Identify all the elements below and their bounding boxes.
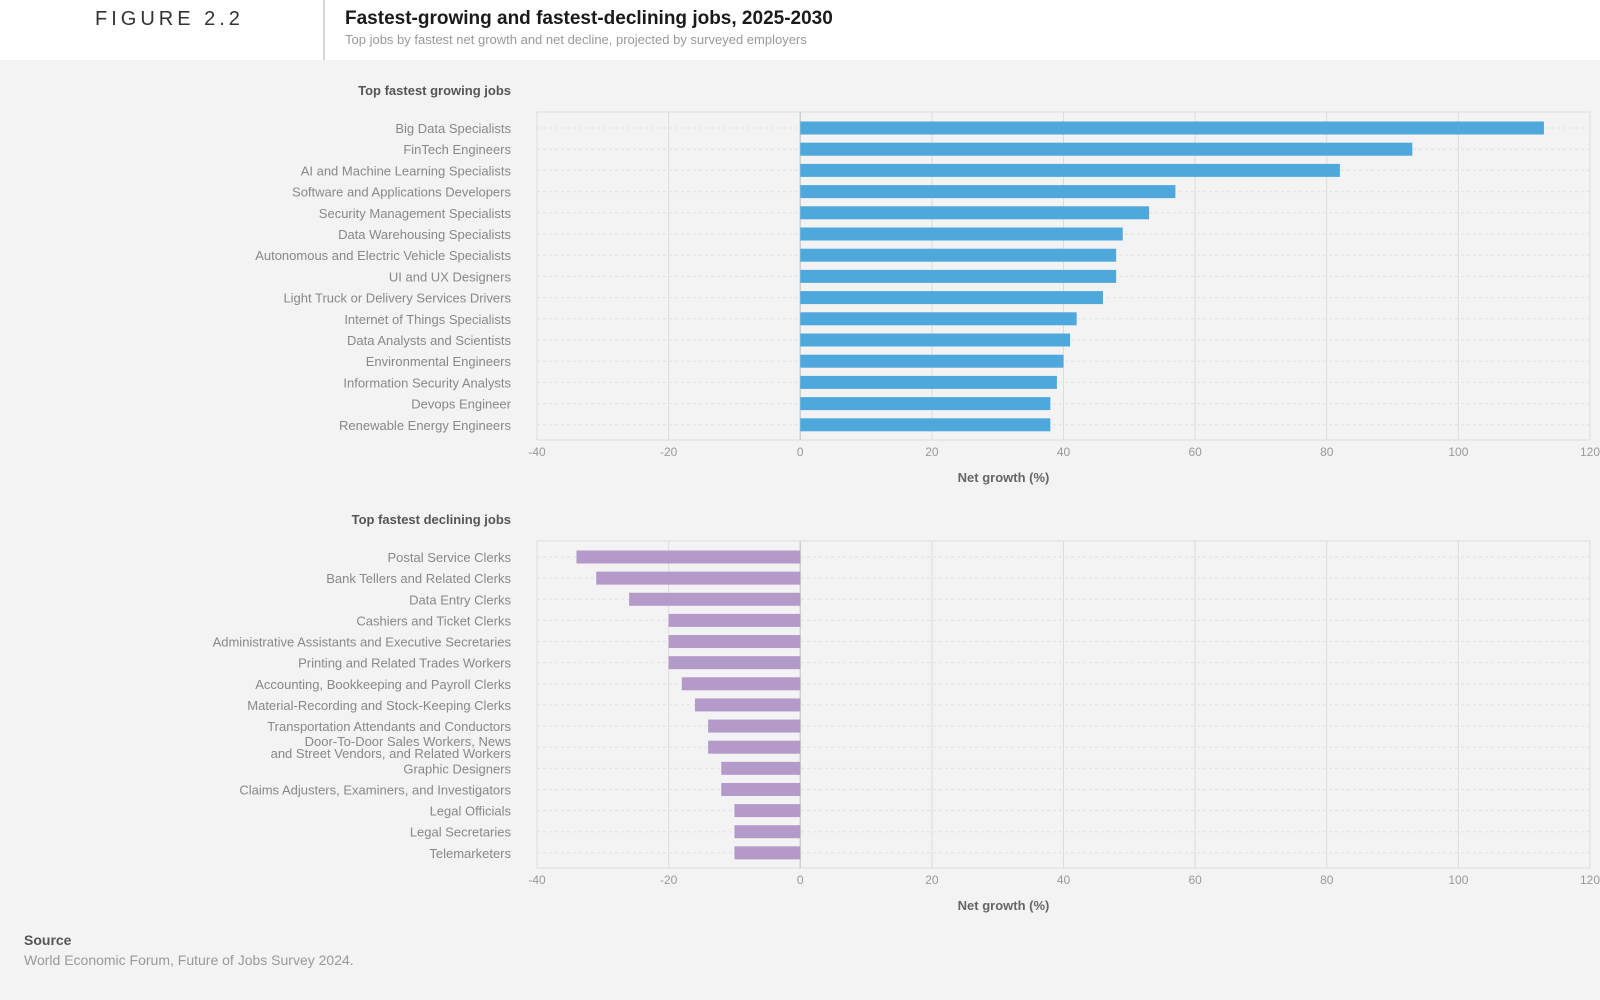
declining-tick-label: 40 [1057,873,1071,887]
growing-category-label: Autonomous and Electric Vehicle Speciali… [255,248,511,263]
declining-category-label: Legal Officials [430,804,512,819]
declining-category-label: Printing and Related Trades Workers [298,656,511,671]
declining-bar [668,635,801,649]
growing-tick-label: 20 [925,445,939,459]
declining-bar [721,782,801,796]
declining-category-label: Telemarketers [429,846,511,861]
declining-category-label: Postal Service Clerks [387,550,511,565]
growing-bar [800,354,1064,368]
declining-bar [734,846,801,860]
source-text: World Economic Forum, Future of Jobs Sur… [24,952,354,968]
growing-category-label: Light Truck or Delivery Services Drivers [283,291,511,306]
declining-category-label: Graphic Designers [403,761,511,776]
growing-tick-label: 120 [1580,445,1600,459]
declining-tick-label: 60 [1188,873,1202,887]
growing-bar [800,206,1150,220]
growing-category-label: Security Management Specialists [319,206,512,221]
header-divider [323,0,325,60]
growing-bar [800,375,1057,389]
growing-category-label: Information Security Analysts [343,375,511,390]
growing-category-label: UI and UX Designers [389,269,512,284]
growing-bar [800,269,1117,283]
growing-category-label: FinTech Engineers [403,142,511,157]
figure-title: Fastest-growing and fastest-declining jo… [345,8,833,29]
growing-tick-label: -40 [528,445,546,459]
growing-tick-label: 100 [1448,445,1468,459]
growing-category-label: Renewable Energy Engineers [339,418,511,433]
declining-category-label: Door-To-Door Sales Workers, News and Stre… [271,734,512,761]
declining-bar [681,677,801,691]
growing-bar [800,121,1544,135]
declining-bar [734,804,801,818]
growing-bar [800,397,1051,411]
growing-bar [800,418,1051,432]
declining-bar [596,571,801,585]
growing-tick-label: 80 [1320,445,1334,459]
declining-bar [668,656,801,670]
growing-tick-label: 40 [1057,445,1071,459]
declining-bar [708,719,801,733]
declining-category-label: Data Entry Clerks [409,592,511,607]
declining-category-label: Bank Tellers and Related Clerks [326,571,511,586]
growing-panel-title: Top fastest growing jobs [358,83,511,98]
declining-tick-label: -20 [660,873,678,887]
growing-category-label: Internet of Things Specialists [344,312,511,327]
growing-category-label: Data Warehousing Specialists [338,227,511,242]
growing-category-label: AI and Machine Learning Specialists [301,163,512,178]
figure-subtitle: Top jobs by fastest net growth and net d… [345,32,807,47]
declining-bar [629,592,801,606]
declining-bar [576,550,801,564]
declining-tick-label: 20 [925,873,939,887]
growing-bar [800,248,1117,262]
growing-bar [800,312,1077,326]
declining-bar [708,740,801,754]
figure-header: FIGURE 2.2 Fastest-growing and fastest-d… [0,0,1600,60]
declining-category-label: Administrative Assistants and Executive … [213,635,512,650]
declining-tick-label: 0 [797,873,804,887]
declining-tick-label: 120 [1580,873,1600,887]
growing-bar [800,227,1123,241]
growing-bar [800,291,1103,305]
growing-tick-label: 0 [797,445,804,459]
growing-bar [800,142,1413,156]
growing-axis-title: Net growth (%) [958,470,1050,485]
growing-category-label: Software and Applications Developers [292,185,511,200]
figure-label: FIGURE 2.2 [95,8,244,30]
declining-category-label: Cashiers and Ticket Clerks [356,613,511,628]
declining-category-label: Claims Adjusters, Examiners, and Investi… [239,782,511,797]
growing-category-label: Environmental Engineers [366,354,512,369]
declining-bar [734,825,801,839]
source-heading: Source [24,932,72,948]
growing-bar [800,333,1071,347]
declining-category-label: Accounting, Bookkeeping and Payroll Cler… [255,677,511,692]
declining-bar [694,698,801,712]
declining-category-label: Legal Secretaries [410,825,512,840]
growing-category-label: Data Analysts and Scientists [347,333,512,348]
growing-bar [800,185,1176,199]
declining-tick-label: 80 [1320,873,1334,887]
growing-bar [800,163,1340,177]
declining-category-label: Material-Recording and Stock-Keeping Cle… [247,698,511,713]
declining-bar [721,761,801,775]
declining-category-label: Transportation Attendants and Conductors [267,719,511,734]
declining-tick-label: 100 [1448,873,1468,887]
growing-tick-label: -20 [660,445,678,459]
declining-bar [668,613,801,627]
declining-tick-label: -40 [528,873,546,887]
declining-axis-title: Net growth (%) [958,898,1050,913]
growing-category-label: Big Data Specialists [395,121,511,136]
declining-panel-title: Top fastest declining jobs [352,512,511,527]
growing-tick-label: 60 [1188,445,1202,459]
growing-category-label: Devops Engineer [411,397,511,412]
